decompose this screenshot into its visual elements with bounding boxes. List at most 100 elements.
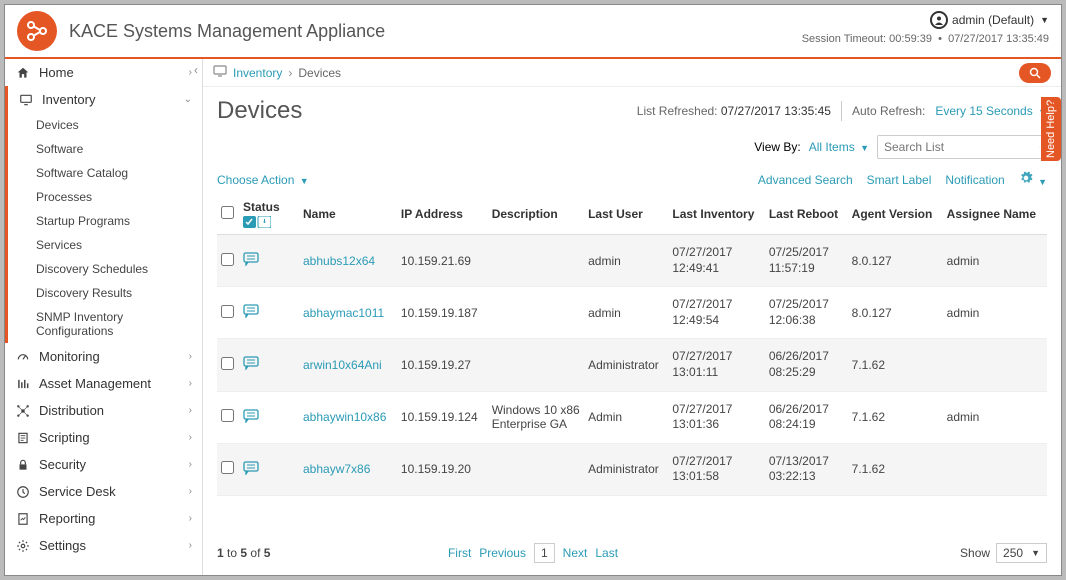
app-shell: KACE Systems Management Appliance admin … xyxy=(4,4,1062,576)
home-icon xyxy=(15,66,31,80)
chevron-icon: › xyxy=(189,486,192,497)
row-checkbox[interactable] xyxy=(221,253,234,266)
sidebar-item-reporting[interactable]: Reporting› xyxy=(5,505,202,532)
reboot-cell: 07/13/201703:22:13 xyxy=(765,443,848,495)
chevron-icon: › xyxy=(189,351,192,362)
pager: First Previous 1 Next Last xyxy=(448,543,618,563)
ip-cell: 10.159.19.20 xyxy=(397,443,488,495)
next-page-link[interactable]: Next xyxy=(563,546,588,560)
device-name-link[interactable]: abhaymac1011 xyxy=(303,306,384,320)
header-right: admin (Default) ▼ Session Timeout: 00:59… xyxy=(802,11,1049,45)
column-header[interactable]: Last User xyxy=(584,194,668,235)
last-page-link[interactable]: Last xyxy=(595,546,618,560)
sidebar-subitem-services[interactable]: Services xyxy=(5,233,202,257)
user-dropdown[interactable]: admin (Default) ▼ xyxy=(802,11,1049,29)
caret-icon: ▼ xyxy=(1031,548,1040,558)
sidebar-subitem-startup-programs[interactable]: Startup Programs xyxy=(5,209,202,233)
viewby-dropdown[interactable]: All Items ▼ xyxy=(809,140,869,154)
sidebar-item-label: Asset Management xyxy=(39,376,189,391)
column-header[interactable]: IP Address xyxy=(397,194,488,235)
bars-icon xyxy=(15,377,31,391)
caret-icon: ▼ xyxy=(1040,15,1049,25)
version-cell: 8.0.127 xyxy=(848,287,943,339)
notification-link[interactable]: Notification xyxy=(945,173,1004,187)
sidebar-item-security[interactable]: Security› xyxy=(5,451,202,478)
sidebar-item-distribution[interactable]: Distribution› xyxy=(5,397,202,424)
status-icon[interactable] xyxy=(243,464,259,478)
sidebar-item-label: Distribution xyxy=(39,403,189,418)
status-icon[interactable] xyxy=(243,255,259,269)
sidebar-subitem-discovery-results[interactable]: Discovery Results xyxy=(5,281,202,305)
prev-page-link[interactable]: Previous xyxy=(479,546,526,560)
row-checkbox[interactable] xyxy=(221,409,234,422)
column-header[interactable]: Assignee Name xyxy=(943,194,1047,235)
choose-action-dropdown[interactable]: Choose Action ▼ xyxy=(217,173,309,187)
assignee-cell: admin xyxy=(943,235,1047,287)
monitor-icon xyxy=(213,65,227,80)
user-cell: Administrator xyxy=(584,443,668,495)
auto-refresh-dropdown[interactable]: Every 15 Seconds ▼ xyxy=(935,104,1047,118)
table-row: arwin10x64Ani10.159.19.27Administrator07… xyxy=(217,339,1047,391)
sidebar-subitem-devices[interactable]: Devices xyxy=(5,113,202,137)
sidebar-item-label: Security xyxy=(39,457,189,472)
reboot-cell: 07/25/201711:57:19 xyxy=(765,235,848,287)
column-header[interactable]: Last Reboot xyxy=(765,194,848,235)
pagination-footer: 1 to 5 of 5 First Previous 1 Next Last S… xyxy=(203,531,1061,575)
sidebar-item-monitoring[interactable]: Monitoring› xyxy=(5,343,202,370)
version-cell: 7.1.62 xyxy=(848,443,943,495)
first-page-link[interactable]: First xyxy=(448,546,471,560)
sidebar-subitem-software[interactable]: Software xyxy=(5,137,202,161)
sidebar-item-home[interactable]: Home› xyxy=(5,59,202,86)
row-checkbox[interactable] xyxy=(221,461,234,474)
page-size-select[interactable]: 250▼ xyxy=(996,543,1047,563)
search-input[interactable] xyxy=(884,140,1039,154)
chevron-icon: › xyxy=(189,513,192,524)
chat-icon xyxy=(243,461,259,475)
column-header[interactable]: Last Inventory xyxy=(668,194,764,235)
column-header[interactable]: Agent Version xyxy=(848,194,943,235)
row-checkbox[interactable] xyxy=(221,357,234,370)
device-name-link[interactable]: abhaywin10x86 xyxy=(303,410,386,424)
table-row: abhayw7x8610.159.19.20Administrator07/27… xyxy=(217,443,1047,495)
sidebar-item-settings[interactable]: Settings› xyxy=(5,532,202,559)
advanced-search-link[interactable]: Advanced Search xyxy=(758,173,853,187)
sidebar-subitem-processes[interactable]: Processes xyxy=(5,185,202,209)
sidebar-collapse-button[interactable]: ‹ xyxy=(194,63,198,77)
row-checkbox[interactable] xyxy=(221,305,234,318)
column-header[interactable]: Name xyxy=(299,194,397,235)
column-header[interactable]: Status xyxy=(239,194,299,235)
search-button[interactable] xyxy=(1019,63,1051,83)
chevron-icon: › xyxy=(189,378,192,389)
help-tab[interactable]: Need Help? xyxy=(1041,97,1061,161)
pagination-summary: 1 to 5 of 5 xyxy=(217,546,270,560)
sidebar-item-service-desk[interactable]: Service Desk› xyxy=(5,478,202,505)
sidebar-item-inventory[interactable]: Inventory⌄ xyxy=(5,86,202,113)
sidebar-item-label: Reporting xyxy=(39,511,189,526)
sidebar-item-asset-management[interactable]: Asset Management› xyxy=(5,370,202,397)
sidebar-subitem-snmp-inventory-configurations[interactable]: SNMP Inventory Configurations xyxy=(5,305,202,343)
reboot-cell: 06/26/201708:24:19 xyxy=(765,391,848,443)
sidebar-item-scripting[interactable]: Scripting› xyxy=(5,424,202,451)
breadcrumb-root[interactable]: Inventory xyxy=(233,66,282,80)
select-all-checkbox[interactable] xyxy=(221,206,234,219)
status-icon[interactable] xyxy=(243,307,259,321)
column-header[interactable]: Description xyxy=(488,194,584,235)
table-row: abhaymac101110.159.19.187admin07/27/2017… xyxy=(217,287,1047,339)
table-wrap: Status NameIP AddressDescriptionLast Use… xyxy=(203,194,1061,531)
avatar-icon xyxy=(930,11,948,29)
version-cell: 8.0.127 xyxy=(848,235,943,287)
chat-icon xyxy=(243,252,259,266)
smart-label-link[interactable]: Smart Label xyxy=(867,173,932,187)
device-name-link[interactable]: abhayw7x86 xyxy=(303,462,370,476)
device-name-link[interactable]: abhubs12x64 xyxy=(303,254,375,268)
device-name-link[interactable]: arwin10x64Ani xyxy=(303,358,382,372)
sidebar-subitem-software-catalog[interactable]: Software Catalog xyxy=(5,161,202,185)
sidebar-item-label: Service Desk xyxy=(39,484,189,499)
status-icon[interactable] xyxy=(243,359,259,373)
settings-dropdown[interactable]: ▼ xyxy=(1019,171,1047,188)
sidebar-subitem-discovery-schedules[interactable]: Discovery Schedules xyxy=(5,257,202,281)
status-icon[interactable] xyxy=(243,412,259,426)
header: KACE Systems Management Appliance admin … xyxy=(5,5,1061,59)
ip-cell: 10.159.19.27 xyxy=(397,339,488,391)
logo xyxy=(17,11,57,51)
